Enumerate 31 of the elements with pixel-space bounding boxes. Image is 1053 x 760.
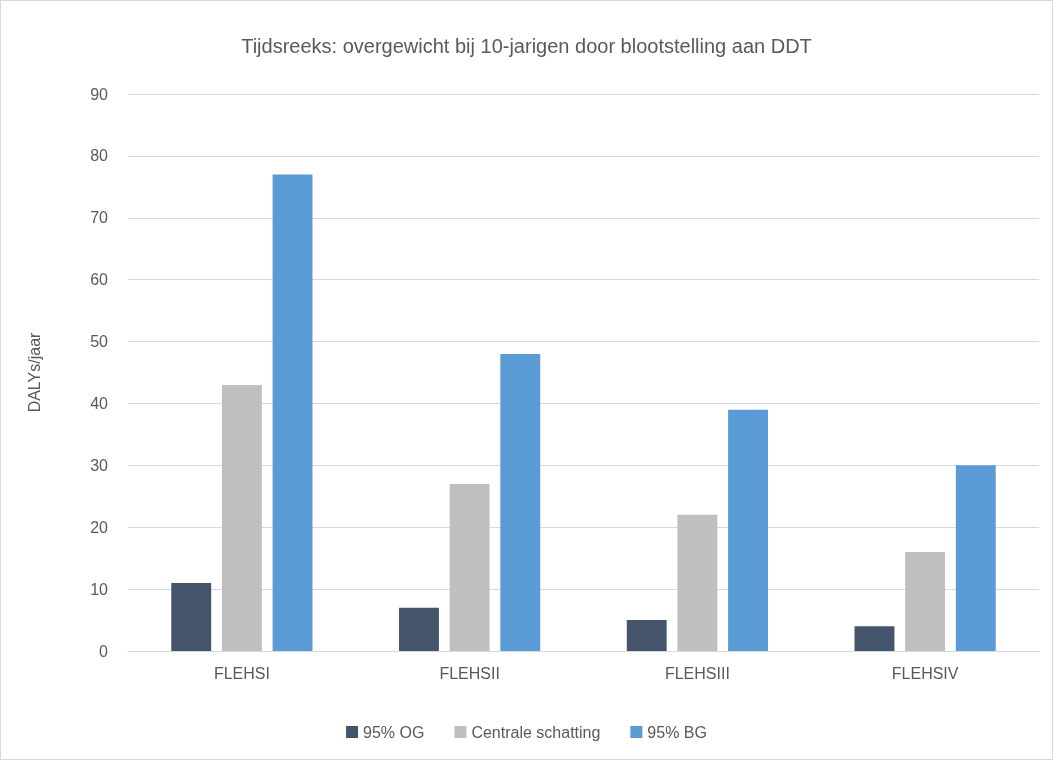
y-tick-label: 0 (99, 642, 109, 660)
x-tick-label: FLEHSIII (664, 664, 730, 682)
y-tick-label: 20 (90, 518, 109, 536)
y-tick-label: 40 (90, 394, 109, 412)
y-tick-label: 90 (90, 85, 109, 103)
bar (171, 582, 212, 651)
chart-title: Tijdsreeks: overgewicht bij 10-jarigen door blootstelling aan DDT (241, 35, 812, 57)
y-axis-title: DALYs/jaar (25, 331, 43, 413)
bar (221, 384, 262, 651)
legend-label: Centrale schatting (471, 723, 601, 741)
y-tick-label: 70 (90, 209, 109, 227)
bar (728, 409, 768, 651)
bar (955, 465, 996, 651)
bar (905, 551, 946, 651)
bar (500, 353, 541, 651)
legend-label: 95% BG (647, 723, 707, 741)
bar (854, 626, 895, 651)
x-tick-label: FLEHSI (213, 664, 270, 682)
x-tick-label: FLEHSIV (891, 664, 959, 682)
y-tick-label: 30 (90, 456, 109, 474)
y-tick-label: 60 (90, 271, 109, 289)
bar (399, 607, 439, 651)
legend-label: 95% OG (363, 723, 425, 741)
bar (449, 483, 490, 651)
y-tick-label: 50 (90, 333, 109, 351)
bar (626, 620, 667, 651)
x-tick-label: FLEHSII (439, 664, 500, 682)
bar (272, 174, 313, 651)
y-tick-label: 80 (90, 147, 109, 165)
bar (677, 514, 718, 651)
y-tick-label: 10 (90, 580, 109, 598)
